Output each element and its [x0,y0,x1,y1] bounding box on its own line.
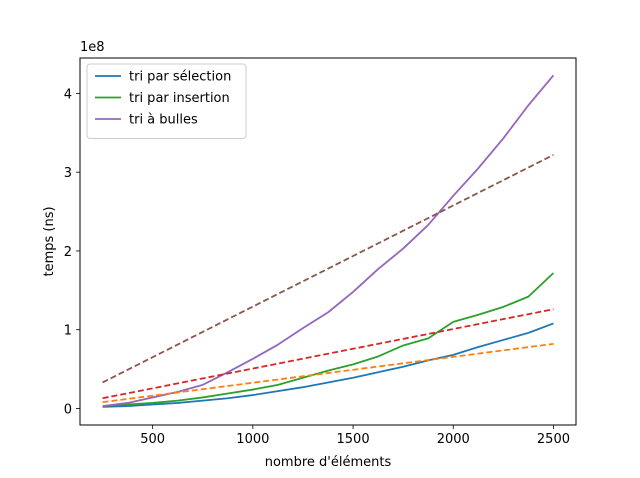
legend-box [86,63,247,139]
x-axis: 500 1000 1500 2000 2500 [140,425,570,447]
y-tick-label: 4 [64,87,72,102]
x-tick-label: 1500 [337,432,370,447]
y-tick-label: 1 [64,324,72,339]
legend: tri par sélection tri par insertion tri à … [86,63,247,139]
y-tick-label: 3 [64,166,72,181]
x-tick-label: 2500 [537,432,570,447]
dashed-reference-line-5 [102,154,554,384]
x-axis-label: nombre d'éléments [265,455,392,470]
legend-label: tri par insertion [129,91,230,106]
y-axis: 0 1 2 3 4 [64,87,80,417]
x-tick-label: 500 [140,432,165,447]
y-axis-label: temps (ns) [42,206,57,276]
y-tick-label: 0 [64,402,72,417]
series-line-0 [102,322,554,408]
x-tick-label: 1000 [236,432,269,447]
legend-label: tri à bulles [129,113,198,128]
series-layer [102,74,555,408]
y-tick-label: 2 [64,245,72,260]
dashed-reference-line-3 [102,342,554,404]
x-tick-label: 2000 [437,432,470,447]
dashed-reference-line-4 [102,308,554,400]
plot-area-frame [79,57,577,426]
legend-label: tri par sélection [129,70,231,85]
y-scale-label: 1e8 [80,40,105,55]
series-line-1 [102,272,555,407]
